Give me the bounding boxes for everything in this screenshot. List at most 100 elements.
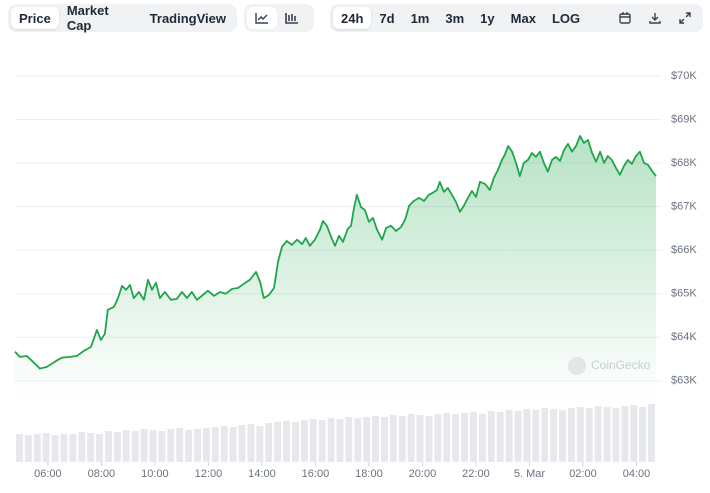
tab-button[interactable]: Max (510, 10, 536, 26)
tab-button[interactable]: 1y (480, 10, 495, 26)
tool-icons (610, 7, 700, 29)
volume-bar (452, 414, 460, 462)
chart-style-tabs (244, 4, 314, 32)
volume-bar (372, 416, 380, 462)
volume-bar (567, 408, 575, 462)
volume-bar (256, 426, 264, 462)
candle-chart-button[interactable] (277, 7, 307, 29)
price-line (14, 135, 657, 370)
volume-bar (381, 417, 388, 462)
volume-bar (300, 420, 308, 462)
tab-button[interactable]: 1m (410, 10, 430, 26)
y-tick-label: $69K (671, 113, 697, 125)
tab-button[interactable]: TradingView (149, 10, 226, 26)
volume-bar (425, 416, 433, 462)
price-area (15, 136, 656, 400)
watermark-logo (568, 357, 586, 375)
line-chart-button[interactable] (247, 7, 277, 29)
volume-bar (167, 429, 175, 462)
volume-bar (434, 414, 442, 462)
volume-bar (16, 434, 23, 462)
tab-button[interactable]: Market Cap (66, 3, 109, 33)
tab-button[interactable]: 7d (379, 10, 395, 26)
volume-bar (398, 416, 406, 462)
x-tick-label: 22:00 (462, 468, 490, 480)
volume-bar (202, 428, 210, 462)
volume-bar (461, 413, 469, 462)
watermark: CoinGecko (591, 358, 651, 372)
volume-bar (176, 428, 184, 462)
x-tick-label: 06:00 (34, 468, 62, 480)
range-tabs: 24h 7d 1m 3m 1y Max LOG (330, 4, 703, 32)
volume-bar (274, 422, 282, 462)
volume-bar (33, 434, 41, 462)
volume-bar (496, 412, 504, 462)
view-tabs: Price Market Cap TradingView (8, 3, 237, 33)
volume-bar (185, 430, 193, 462)
x-tick-label: 02:00 (569, 468, 597, 480)
fullscreen-button[interactable] (670, 7, 700, 29)
volume-bar (69, 434, 77, 462)
volume-bar (220, 426, 228, 462)
volume-bar (291, 422, 299, 462)
x-tick-label: 20:00 (409, 468, 437, 480)
x-tick-label: 5. Mar (514, 468, 546, 480)
volume-bar (140, 429, 148, 462)
volume-bar (327, 418, 335, 462)
volume-bar (532, 410, 540, 462)
volume-bar (648, 404, 655, 462)
volume-bar (149, 430, 157, 462)
y-tick-label: $70K (671, 70, 697, 82)
volume-bar (550, 409, 558, 462)
volume-bar (585, 408, 593, 462)
volume-bar (514, 411, 522, 462)
download-button[interactable] (640, 7, 670, 29)
volume-bar (523, 409, 531, 462)
calendar-button[interactable] (610, 7, 640, 29)
volume-bar (345, 417, 353, 462)
volume-bar (443, 413, 451, 462)
volume-bar (639, 407, 647, 462)
volume-bar (96, 434, 104, 462)
volume-bar (354, 418, 362, 462)
y-tick-label: $64K (671, 331, 697, 343)
tab-button[interactable]: LOG (551, 10, 581, 26)
x-tick-label: 14:00 (248, 468, 276, 480)
volume-bar (612, 408, 620, 462)
tab-button[interactable]: 3m (445, 10, 465, 26)
volume-bar (131, 431, 139, 462)
volume-bar (229, 427, 237, 462)
volume-bar (122, 430, 130, 462)
volume-bar (283, 421, 290, 462)
volume-bar (603, 407, 611, 462)
volume-bar (576, 407, 584, 462)
x-tick-label: 18:00 (355, 468, 383, 480)
volume-bar (265, 423, 273, 462)
x-tick-label: 16:00 (302, 468, 330, 480)
x-tick-label: 12:00 (195, 468, 223, 480)
volume-bar (621, 406, 629, 462)
volume-bar (60, 434, 68, 462)
volume-bar (470, 412, 477, 462)
volume-bar (87, 433, 95, 462)
volume-bar (113, 432, 121, 462)
x-tick-label: 10:00 (141, 468, 169, 480)
volume-bar (559, 410, 566, 462)
volume-bar (309, 419, 317, 462)
volume-bar (416, 415, 424, 462)
y-tick-label: $68K (671, 157, 697, 169)
volume-bar (211, 427, 219, 462)
tab-button[interactable]: 24h (333, 7, 372, 29)
volume-bar (487, 411, 495, 462)
volume-bar (336, 419, 344, 462)
volume-bar (363, 417, 371, 462)
volume-bar (407, 414, 415, 462)
volume-bar (594, 406, 602, 462)
tab-button[interactable]: Price (11, 7, 59, 29)
volume-bar (318, 420, 326, 462)
volume-bar (78, 432, 86, 462)
volume-bar (389, 415, 397, 462)
volume-bar (24, 435, 32, 462)
volume-bar (158, 431, 166, 462)
